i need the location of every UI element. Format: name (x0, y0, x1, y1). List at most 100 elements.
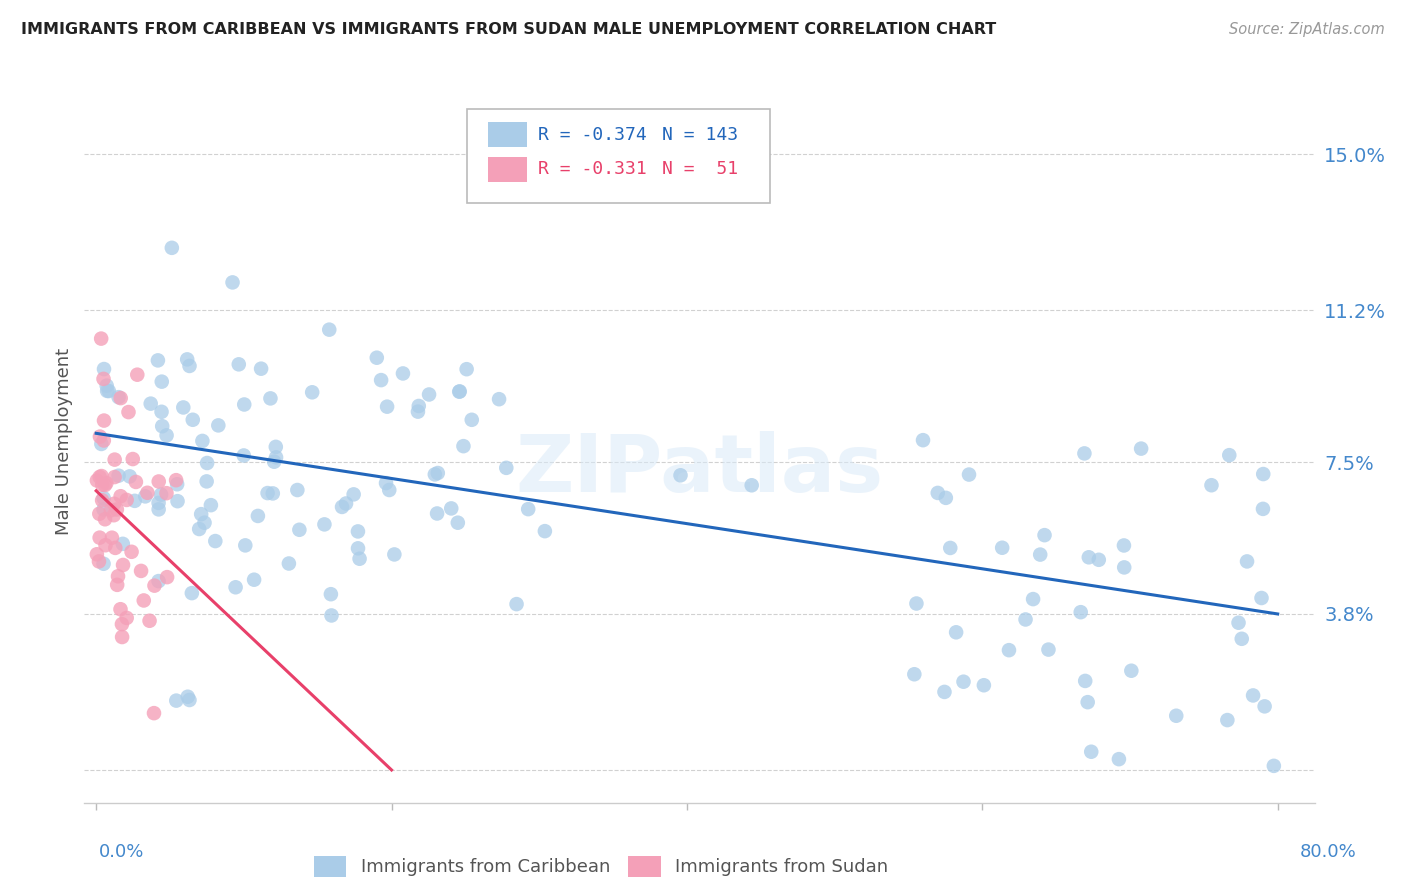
Point (112, 558, 135, 572)
Point (1216, 713, 1239, 727)
Point (207, 418, 229, 433)
Point (1029, 548, 1052, 562)
Point (1251, 501, 1274, 516)
Point (903, 667, 925, 681)
Point (148, 496, 170, 510)
Point (1166, 708, 1188, 723)
Point (107, 569, 129, 583)
Point (418, 387, 440, 401)
Point (104, 470, 127, 484)
Point (103, 497, 125, 511)
Point (160, 241, 183, 255)
Point (1087, 553, 1109, 567)
Point (165, 473, 187, 487)
Point (156, 570, 179, 584)
Point (97, 384, 120, 398)
Point (155, 428, 177, 442)
Point (87, 554, 110, 568)
Point (1073, 446, 1095, 460)
Point (378, 483, 401, 497)
Point (127, 368, 149, 382)
Point (181, 413, 204, 427)
Point (138, 614, 160, 628)
Point (1227, 615, 1250, 630)
Point (264, 450, 287, 465)
Point (277, 557, 299, 571)
Point (121, 545, 143, 559)
Point (193, 516, 215, 530)
Point (314, 517, 336, 532)
Point (93, 372, 115, 386)
Point (91, 477, 114, 491)
Point (176, 352, 198, 367)
Point (139, 397, 162, 411)
Point (228, 357, 250, 371)
Point (117, 405, 139, 419)
Point (534, 524, 557, 538)
Point (1130, 442, 1153, 456)
Point (905, 597, 928, 611)
Point (93, 362, 115, 376)
Point (301, 385, 323, 400)
Point (101, 531, 124, 545)
Point (1022, 592, 1045, 607)
Point (318, 323, 340, 337)
Point (263, 455, 285, 469)
Point (250, 361, 273, 376)
Point (100, 503, 122, 517)
Point (1080, 745, 1102, 759)
Point (461, 413, 484, 427)
Point (107, 468, 129, 483)
Point (150, 405, 173, 419)
Point (150, 419, 173, 434)
Point (111, 537, 134, 551)
Point (406, 404, 429, 418)
Point (129, 564, 152, 578)
Point (366, 351, 388, 365)
Point (370, 373, 392, 387)
Text: IMMIGRANTS FROM CARIBBEAN VS IMMIGRANTS FROM SUDAN MALE UNEMPLOYMENT CORRELATION: IMMIGRANTS FROM CARIBBEAN VS IMMIGRANTS … (21, 22, 997, 37)
Point (1241, 689, 1264, 703)
Point (93, 491, 115, 505)
Point (132, 593, 155, 607)
Point (449, 384, 471, 399)
Point (148, 574, 170, 588)
Point (143, 579, 166, 593)
Point (935, 491, 957, 505)
Point (488, 392, 510, 407)
Point (939, 541, 962, 555)
Point (110, 602, 132, 616)
Point (96, 384, 118, 398)
Point (288, 523, 311, 537)
Point (165, 693, 187, 707)
Point (449, 384, 471, 399)
Point (343, 487, 366, 501)
Point (440, 501, 463, 516)
Point (1074, 673, 1097, 688)
Point (86, 547, 108, 561)
Point (233, 397, 256, 411)
Point (136, 485, 159, 500)
Point (321, 608, 343, 623)
Point (90, 332, 112, 346)
Point (375, 476, 398, 491)
Point (96, 476, 118, 491)
Point (105, 578, 128, 592)
Point (94, 538, 117, 552)
Point (188, 522, 211, 536)
Point (111, 630, 134, 644)
Point (125, 475, 148, 489)
Point (505, 597, 527, 611)
Point (911, 433, 934, 447)
Point (495, 460, 517, 475)
Point (232, 449, 254, 463)
Point (104, 541, 127, 555)
Text: ZIPatlas: ZIPatlas (516, 432, 883, 509)
Point (89, 531, 111, 545)
Text: 80.0%: 80.0% (1301, 843, 1357, 861)
Point (991, 541, 1014, 555)
Point (93, 557, 115, 571)
Point (179, 693, 201, 707)
Point (1263, 759, 1285, 773)
Point (426, 507, 449, 521)
